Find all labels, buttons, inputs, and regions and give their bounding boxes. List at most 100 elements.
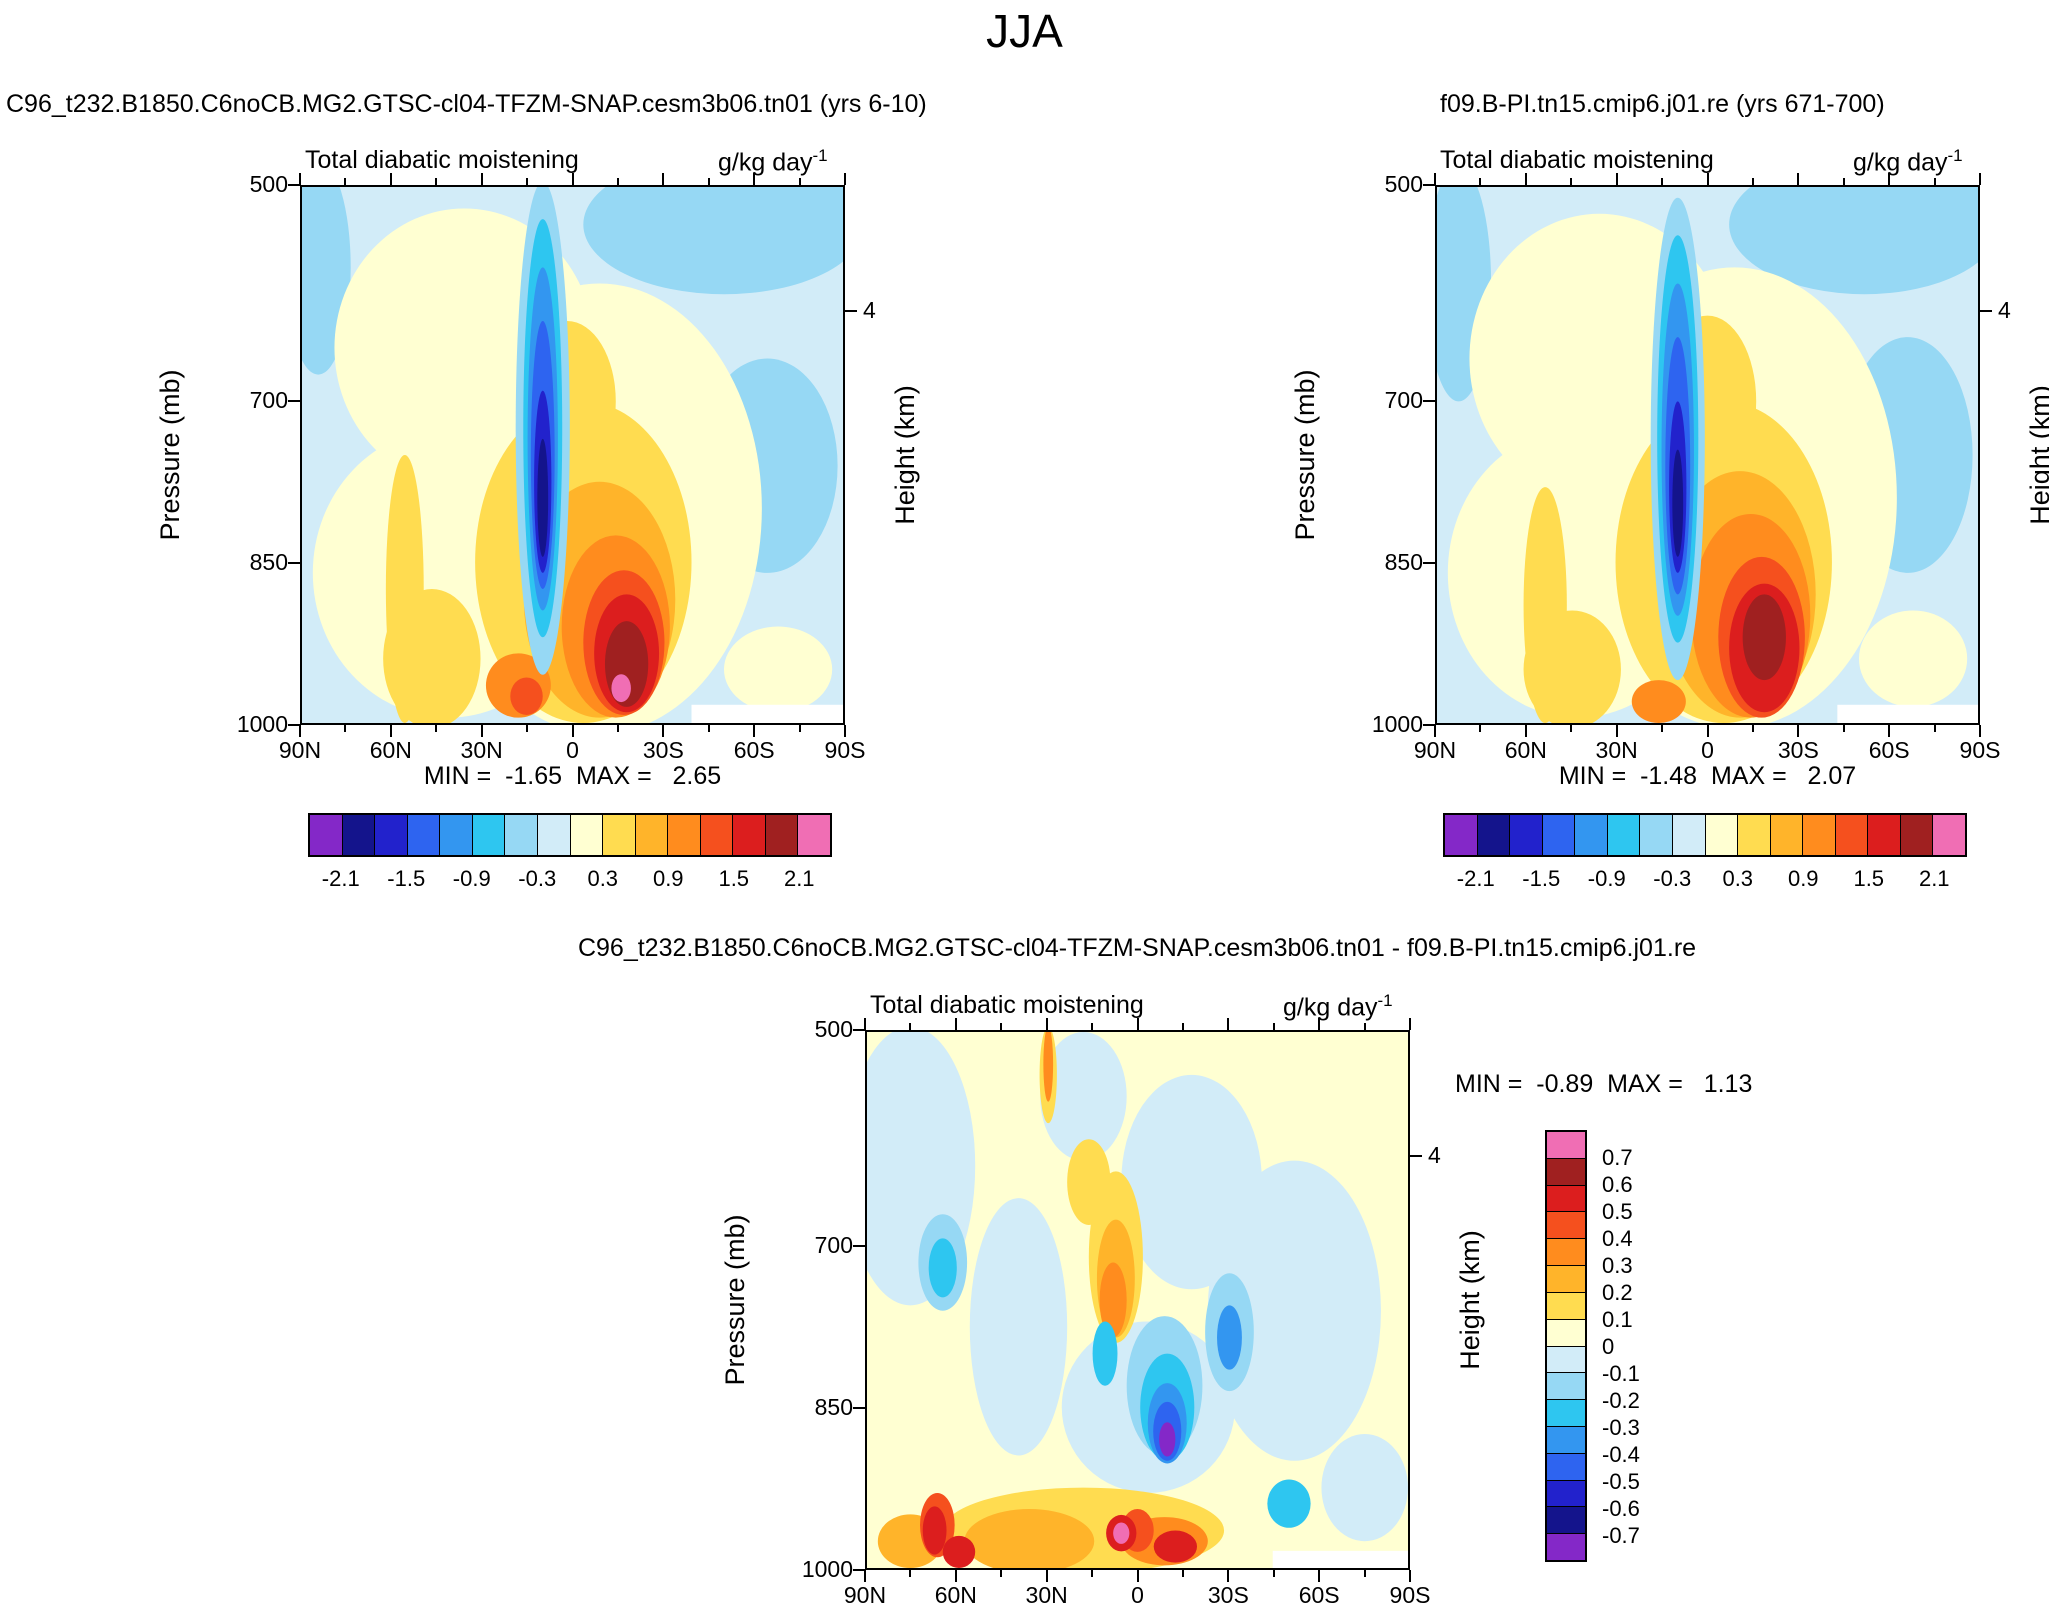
panel3-header: C96_t232.B1850.C6noCB.MG2.GTSC-cl04-TFZM… bbox=[577, 934, 1697, 962]
panel1-x-tick-label: 90N bbox=[278, 737, 322, 763]
panel3-colorbar-cell bbox=[1547, 1506, 1585, 1534]
panel3-colorbar-label: -0.5 bbox=[1602, 1469, 1640, 1494]
tick-mark bbox=[1661, 178, 1664, 185]
panel2-colorbar-cell bbox=[1802, 815, 1835, 855]
tick-mark bbox=[1797, 725, 1800, 737]
contour-region bbox=[942, 1535, 976, 1568]
panel2-colorbar-cell bbox=[1509, 815, 1542, 855]
panel3-colorbar-label: -0.4 bbox=[1602, 1442, 1640, 1467]
tick-mark bbox=[1842, 725, 1845, 732]
panel3-colorbar-cell bbox=[1547, 1399, 1585, 1426]
contour-region bbox=[964, 1509, 1095, 1568]
panel2-colorbar-cell bbox=[1606, 815, 1640, 855]
tick-mark bbox=[526, 178, 529, 185]
panel3-y-tick-label: 500 bbox=[814, 1016, 853, 1042]
tick-mark bbox=[1980, 309, 1992, 312]
panel1-x-tick-label: 60S bbox=[733, 737, 775, 763]
figure-title: JJA bbox=[986, 5, 1063, 57]
panel2-y-tick-label: 500 bbox=[1384, 171, 1423, 197]
panel1-x-tick-label: 0 bbox=[566, 737, 579, 763]
panel3-plot-area bbox=[865, 1030, 1410, 1570]
tick-mark bbox=[707, 178, 710, 185]
panel3-colorbar-label: 0.4 bbox=[1602, 1226, 1633, 1251]
panel1-colorbar-cell bbox=[341, 815, 375, 855]
panel2-units-base: g/kg day bbox=[1853, 148, 1948, 177]
panel1-header: C96_t232.B1850.C6noCB.MG2.GTSC-cl04-TFZM… bbox=[6, 90, 927, 118]
panel2-contour-field bbox=[1437, 187, 1978, 723]
contour-region bbox=[383, 589, 481, 723]
tick-mark bbox=[288, 562, 300, 564]
tick-mark bbox=[864, 1570, 866, 1582]
tick-mark bbox=[1615, 725, 1618, 737]
tick-mark bbox=[480, 173, 483, 185]
panel1-colorbar-cell bbox=[406, 815, 440, 855]
contour-region bbox=[1207, 1160, 1381, 1461]
panel3-colorbar-label: 0.5 bbox=[1602, 1199, 1633, 1224]
panel2-x-tick-label: 90N bbox=[1413, 737, 1457, 763]
tick-mark bbox=[1423, 184, 1435, 186]
panel2-x-tick-label: 30S bbox=[1777, 737, 1819, 763]
tick-mark bbox=[1045, 1018, 1048, 1030]
tick-mark bbox=[288, 724, 300, 726]
panel2-ylabel: Pressure (mb) bbox=[1290, 369, 1320, 541]
tick-mark bbox=[864, 1018, 866, 1030]
tick-mark bbox=[288, 184, 300, 186]
panel3-minmax: MIN = -0.89 MAX = 1.13 bbox=[1455, 1070, 1753, 1098]
tick-mark bbox=[954, 1018, 957, 1030]
panel2-colorbar-cell bbox=[1932, 815, 1965, 855]
panel1-x-tick-label: 30N bbox=[460, 737, 503, 763]
tick-mark bbox=[480, 725, 483, 737]
panel1-colorbar-cell bbox=[471, 815, 505, 855]
tick-mark bbox=[1409, 1570, 1411, 1582]
tick-mark bbox=[1272, 1023, 1275, 1030]
tick-mark bbox=[1979, 173, 1981, 185]
tick-mark bbox=[1751, 725, 1754, 732]
panel3-colorbar-cell bbox=[1547, 1479, 1585, 1507]
panel3-colorbar-label: -0.7 bbox=[1602, 1523, 1640, 1548]
panel1-units-exponent: -1 bbox=[812, 146, 828, 165]
panel1-colorbar-label: -0.9 bbox=[452, 866, 491, 891]
tick-mark bbox=[288, 400, 300, 402]
tick-mark bbox=[853, 1407, 865, 1409]
tick-mark bbox=[616, 725, 619, 732]
panel1-colorbar-cell bbox=[602, 815, 635, 855]
panel3-colorbar-cell bbox=[1547, 1318, 1585, 1346]
panel3-colorbar-cell bbox=[1547, 1452, 1585, 1480]
panel3-colorbar-cell bbox=[1547, 1265, 1585, 1292]
panel3-x-tick-label: 30S bbox=[1207, 1582, 1249, 1608]
tick-mark bbox=[1524, 173, 1527, 185]
panel3-colorbar-label: 0.1 bbox=[1602, 1307, 1633, 1332]
contour-region bbox=[1631, 680, 1686, 723]
contour-region bbox=[510, 677, 543, 715]
tick-mark bbox=[1524, 725, 1527, 737]
panel1-colorbar-cell bbox=[667, 815, 700, 855]
panel2-header: f09.B-PI.tn15.cmip6.j01.re (yrs 671-700) bbox=[1440, 90, 1885, 118]
panel2-colorbar-label: 0.3 bbox=[1722, 866, 1754, 891]
panel1-colorbar-cell bbox=[504, 815, 537, 855]
panel3-colorbar-label: 0.7 bbox=[1602, 1145, 1633, 1170]
panel3-colorbar-cell bbox=[1547, 1372, 1585, 1400]
panel3-x-tick-label: 90S bbox=[1389, 1582, 1431, 1608]
tick-mark bbox=[1000, 1023, 1003, 1030]
panel1-colorbar-label: -1.5 bbox=[387, 866, 426, 891]
panel2-colorbar-label: -0.3 bbox=[1653, 866, 1692, 891]
tick-mark bbox=[1227, 1570, 1230, 1582]
panel1-height-tick-label: 4 bbox=[863, 296, 876, 323]
contour-region bbox=[1159, 1422, 1176, 1457]
panel2-colorbar-cell bbox=[1671, 815, 1705, 855]
contour-region bbox=[1858, 610, 1968, 707]
tick-mark bbox=[1423, 724, 1435, 726]
panel3-colorbar-label: 0.6 bbox=[1602, 1172, 1633, 1197]
panel1-x-tick-label: 30S bbox=[642, 737, 684, 763]
tick-mark bbox=[1318, 1018, 1321, 1030]
panel2-plot-area bbox=[1435, 185, 1980, 725]
tick-mark bbox=[1570, 725, 1573, 732]
contour-region bbox=[1040, 1032, 1127, 1161]
panel2-y2label: Height (km) bbox=[2025, 385, 2049, 525]
panel1-y-tick-label: 500 bbox=[249, 171, 288, 197]
panel2-x-tick-label: 90S bbox=[1959, 737, 2001, 763]
panel3-colorbar-label: -0.3 bbox=[1602, 1415, 1640, 1440]
contour-region bbox=[1043, 1032, 1054, 1102]
contour-region bbox=[611, 674, 631, 703]
